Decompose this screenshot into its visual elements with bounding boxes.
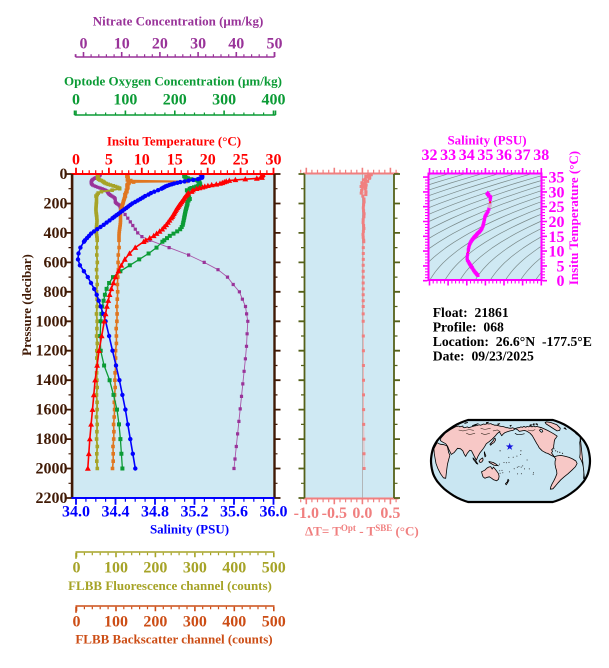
svg-text:-1.0: -1.0 — [294, 505, 319, 522]
svg-text:1600: 1600 — [36, 402, 68, 419]
svg-text:Insitu Temperature (°C): Insitu Temperature (°C) — [566, 151, 581, 285]
svg-text:34.4: 34.4 — [102, 504, 130, 521]
svg-text:37: 37 — [515, 147, 531, 164]
svg-text:20: 20 — [152, 36, 168, 53]
svg-text:2200: 2200 — [36, 490, 68, 507]
svg-text:30: 30 — [549, 184, 565, 201]
svg-text:34: 34 — [459, 147, 475, 164]
svg-text:600: 600 — [44, 254, 68, 271]
svg-text:34.0: 34.0 — [62, 504, 90, 521]
svg-text:ΔT= TOpt - TSBE (°C): ΔT= TOpt - TSBE (°C) — [305, 523, 419, 539]
svg-text:100: 100 — [104, 560, 128, 577]
svg-text:200: 200 — [143, 613, 167, 630]
svg-text:25: 25 — [549, 199, 565, 216]
svg-text:FLBB Fluorescence channel (cou: FLBB Fluorescence channel (counts) — [68, 578, 272, 593]
svg-text:10: 10 — [134, 152, 150, 169]
svg-text:36: 36 — [496, 147, 512, 164]
svg-text:FLBB Backscatter channel (coun: FLBB Backscatter channel (counts) — [75, 632, 272, 647]
svg-text:100: 100 — [113, 92, 137, 109]
svg-text:20: 20 — [549, 214, 565, 231]
svg-text:-0.5: -0.5 — [322, 505, 347, 522]
svg-text:300: 300 — [183, 613, 207, 630]
svg-text:0: 0 — [60, 166, 68, 183]
svg-text:0.0: 0.0 — [352, 505, 372, 522]
svg-text:Pressure (decibar): Pressure (decibar) — [19, 254, 34, 356]
svg-text:0: 0 — [73, 613, 81, 630]
svg-text:5: 5 — [557, 258, 565, 275]
svg-text:300: 300 — [212, 92, 236, 109]
svg-text:Nitrate Concentration (μm/kg): Nitrate Concentration (μm/kg) — [93, 14, 264, 29]
svg-text:30: 30 — [190, 36, 206, 53]
svg-text:400: 400 — [44, 225, 68, 242]
svg-text:15: 15 — [549, 229, 565, 246]
svg-text:500: 500 — [262, 560, 286, 577]
svg-text:Salinity (PSU): Salinity (PSU) — [150, 522, 229, 537]
svg-text:0: 0 — [557, 273, 565, 290]
svg-text:1200: 1200 — [36, 343, 68, 360]
svg-text:200: 200 — [44, 196, 68, 213]
svg-text:5: 5 — [105, 152, 113, 169]
svg-text:1800: 1800 — [36, 431, 68, 448]
svg-text:20: 20 — [200, 152, 216, 169]
svg-text:Date: 09/23/2025: Date: 09/23/2025 — [433, 349, 534, 364]
svg-text:40: 40 — [228, 36, 244, 53]
svg-text:35: 35 — [549, 170, 565, 187]
svg-text:2000: 2000 — [36, 461, 68, 478]
svg-text:0: 0 — [72, 92, 80, 109]
svg-text:0: 0 — [73, 560, 81, 577]
svg-text:0.5: 0.5 — [380, 505, 400, 522]
svg-text:0: 0 — [80, 36, 88, 53]
svg-text:34.8: 34.8 — [141, 504, 169, 521]
svg-text:Float: 21861: Float: 21861 — [433, 305, 509, 320]
svg-text:32: 32 — [422, 147, 438, 164]
svg-text:38: 38 — [533, 147, 549, 164]
svg-text:Optode Oxygen Concentration (μ: Optode Oxygen Concentration (μm/kg) — [64, 74, 282, 89]
svg-text:Profile: 068: Profile: 068 — [433, 320, 504, 335]
svg-text:1000: 1000 — [36, 313, 68, 330]
svg-text:200: 200 — [143, 560, 167, 577]
svg-text:33: 33 — [440, 147, 456, 164]
svg-text:500: 500 — [262, 613, 286, 630]
svg-text:100: 100 — [104, 613, 128, 630]
svg-text:Location: 26.6°N -177.5°E: Location: 26.6°N -177.5°E — [433, 334, 592, 349]
svg-text:Salinity (PSU): Salinity (PSU) — [447, 133, 526, 148]
svg-text:10: 10 — [114, 36, 130, 53]
svg-text:35.2: 35.2 — [181, 504, 209, 521]
svg-text:10: 10 — [549, 244, 565, 261]
svg-text:400: 400 — [222, 560, 246, 577]
svg-text:25: 25 — [233, 152, 249, 169]
svg-text:15: 15 — [167, 152, 183, 169]
svg-text:50: 50 — [267, 36, 283, 53]
svg-text:0: 0 — [72, 152, 80, 169]
svg-text:300: 300 — [183, 560, 207, 577]
svg-text:35.6: 35.6 — [220, 504, 248, 521]
svg-text:1400: 1400 — [36, 372, 68, 389]
svg-text:200: 200 — [163, 92, 187, 109]
svg-text:30: 30 — [266, 152, 282, 169]
svg-text:400: 400 — [222, 613, 246, 630]
svg-text:800: 800 — [44, 284, 68, 301]
svg-text:35: 35 — [477, 147, 493, 164]
svg-text:Insitu Temperature (°C): Insitu Temperature (°C) — [107, 134, 241, 149]
svg-text:400: 400 — [262, 92, 286, 109]
svg-text:36.0: 36.0 — [260, 504, 288, 521]
